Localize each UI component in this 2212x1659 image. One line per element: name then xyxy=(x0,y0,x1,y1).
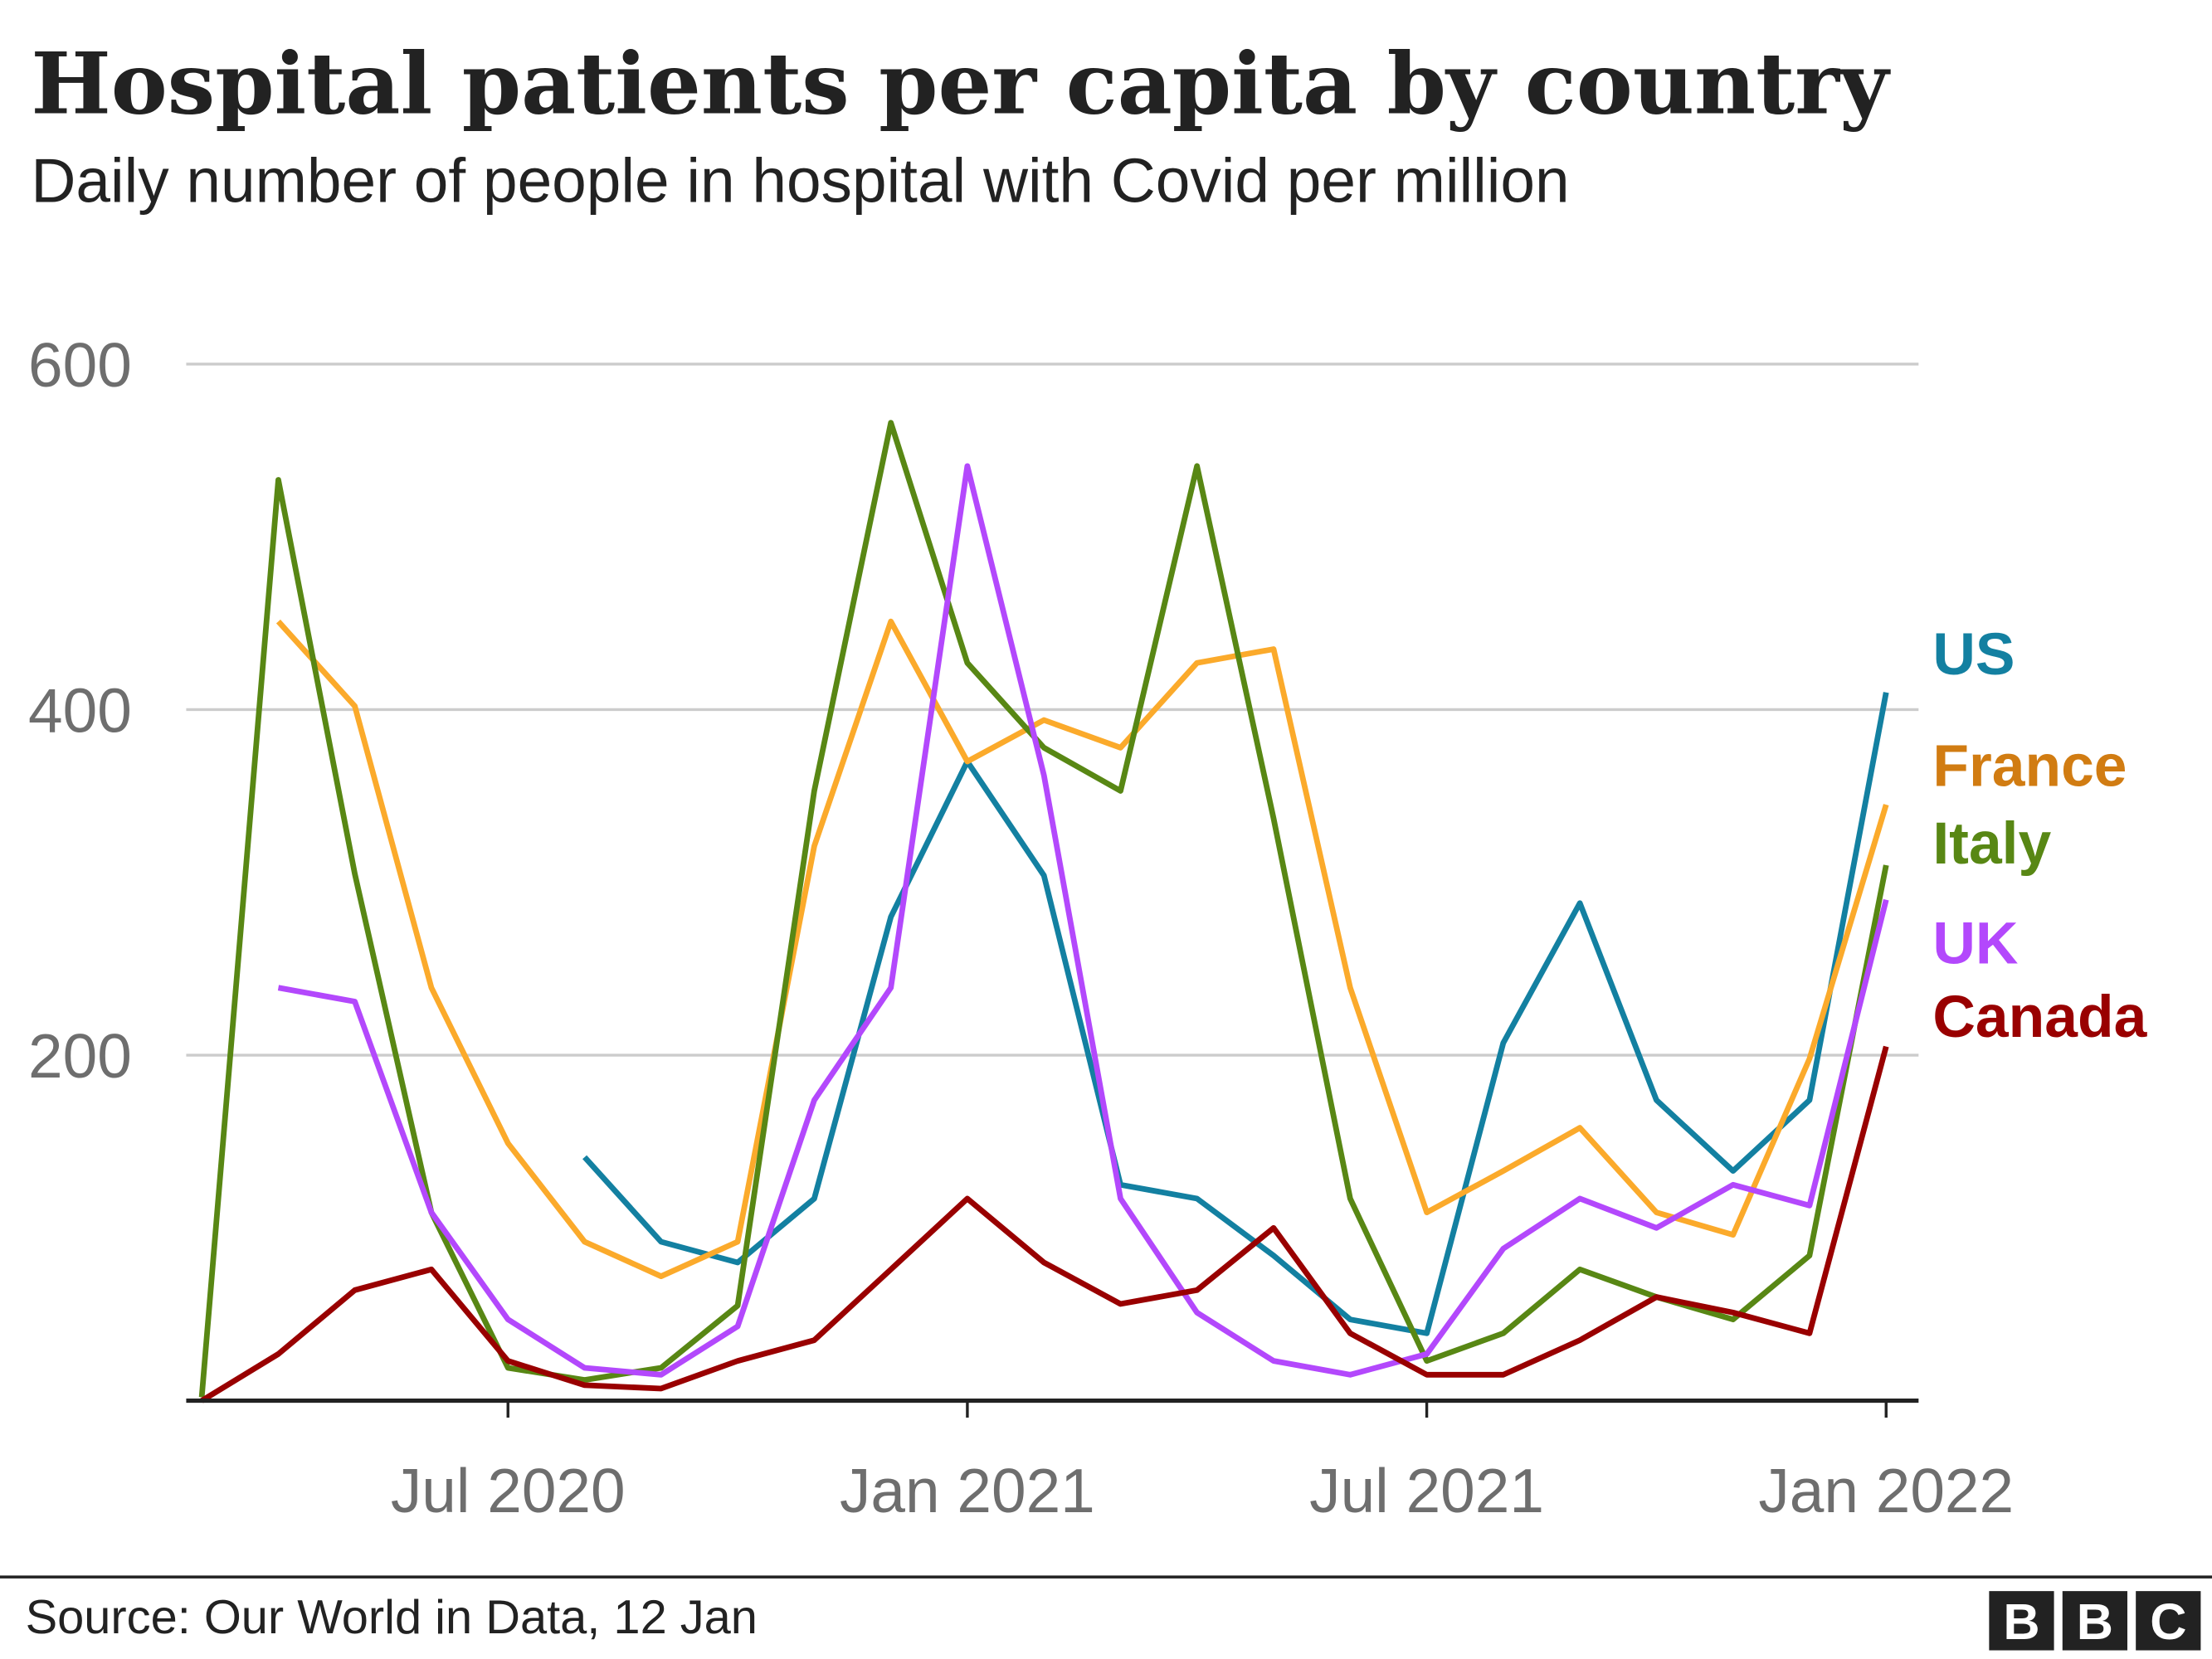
series-line xyxy=(275,618,1889,1280)
chart-subtitle: Daily number of people in hospital with … xyxy=(31,145,1569,215)
x-tick-label: Jul 2020 xyxy=(391,1456,626,1525)
logo-box xyxy=(2062,1591,2127,1651)
legend-label: UK xyxy=(1932,911,2018,977)
x-tick-label: Jul 2021 xyxy=(1309,1456,1544,1525)
x-tick-label: Jan 2021 xyxy=(840,1456,1095,1525)
logo-box xyxy=(2136,1591,2201,1651)
series-line xyxy=(582,692,1889,1336)
legend-label: Canada xyxy=(1932,984,2147,1050)
x-tick-label: Jan 2022 xyxy=(1758,1456,2014,1525)
logo-letter: B xyxy=(2003,1593,2039,1650)
chart-title: Hospital patients per capita by country xyxy=(31,34,1891,134)
source: Source: Our World in Data, 12 Jan xyxy=(26,1591,758,1644)
legend-label: France xyxy=(1932,732,2127,799)
legend-label: Italy xyxy=(1932,810,2051,877)
y-tick-label: 200 xyxy=(28,1021,132,1091)
logo-letter: B xyxy=(2077,1593,2113,1650)
logo-letter: C xyxy=(2150,1593,2186,1650)
legend-label: US xyxy=(1932,621,2015,688)
series-line xyxy=(200,1045,1889,1404)
series-line xyxy=(198,420,1889,1398)
y-tick-label: 400 xyxy=(28,676,132,746)
series-line xyxy=(277,463,1889,1378)
y-tick-label: 600 xyxy=(28,330,132,400)
logo-box xyxy=(1989,1591,2054,1651)
